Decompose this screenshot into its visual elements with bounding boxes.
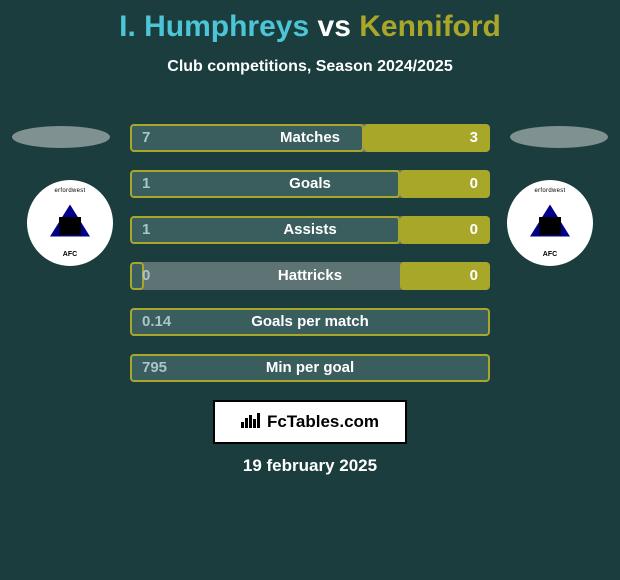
stat-label: Min per goal [130, 354, 490, 382]
crest-bottom-text: AFC [37, 251, 103, 258]
branding-badge: FcTables.com [213, 400, 407, 444]
branding-text: FcTables.com [267, 412, 379, 432]
player2-club-badge: erfordwest AFC [507, 180, 593, 266]
stat-row: 1 Goals 0 [130, 170, 490, 198]
stat-value-right: 3 [470, 124, 478, 152]
crest-top-text: erfordwest [37, 188, 103, 194]
player1-club-badge: erfordwest AFC [27, 180, 113, 266]
stat-row: 795 Min per goal [130, 354, 490, 382]
vs-label: vs [318, 10, 351, 43]
stat-row: 0 Hattricks 0 [130, 262, 490, 290]
crest-body [59, 217, 81, 235]
stat-label: Goals per match [130, 308, 490, 336]
stats-bars: 7 Matches 3 1 Goals 0 1 Assists 0 0 Hatt… [130, 124, 490, 400]
crest-body [539, 217, 561, 235]
player2-name: Kenniford [359, 10, 501, 43]
stat-value-right: 0 [470, 170, 478, 198]
stat-row: 0.14 Goals per match [130, 308, 490, 336]
crest-top-text: erfordwest [517, 188, 583, 194]
player1-shadow [12, 126, 110, 148]
stat-value-right: 0 [470, 262, 478, 290]
snapshot-date: 19 february 2025 [0, 456, 620, 476]
player1-name: I. Humphreys [119, 10, 309, 43]
subtitle: Club competitions, Season 2024/2025 [0, 58, 620, 76]
stat-row: 1 Assists 0 [130, 216, 490, 244]
stat-label: Matches [130, 124, 490, 152]
chart-bars-icon [241, 412, 261, 433]
club-crest: erfordwest AFC [517, 190, 583, 256]
stat-label: Assists [130, 216, 490, 244]
club-crest: erfordwest AFC [37, 190, 103, 256]
crest-bottom-text: AFC [517, 251, 583, 258]
stat-label: Goals [130, 170, 490, 198]
player2-shadow [510, 126, 608, 148]
stat-label: Hattricks [130, 262, 490, 290]
stat-value-right: 0 [470, 216, 478, 244]
stat-row: 7 Matches 3 [130, 124, 490, 152]
comparison-title: I. Humphreys vs Kenniford [0, 0, 620, 44]
